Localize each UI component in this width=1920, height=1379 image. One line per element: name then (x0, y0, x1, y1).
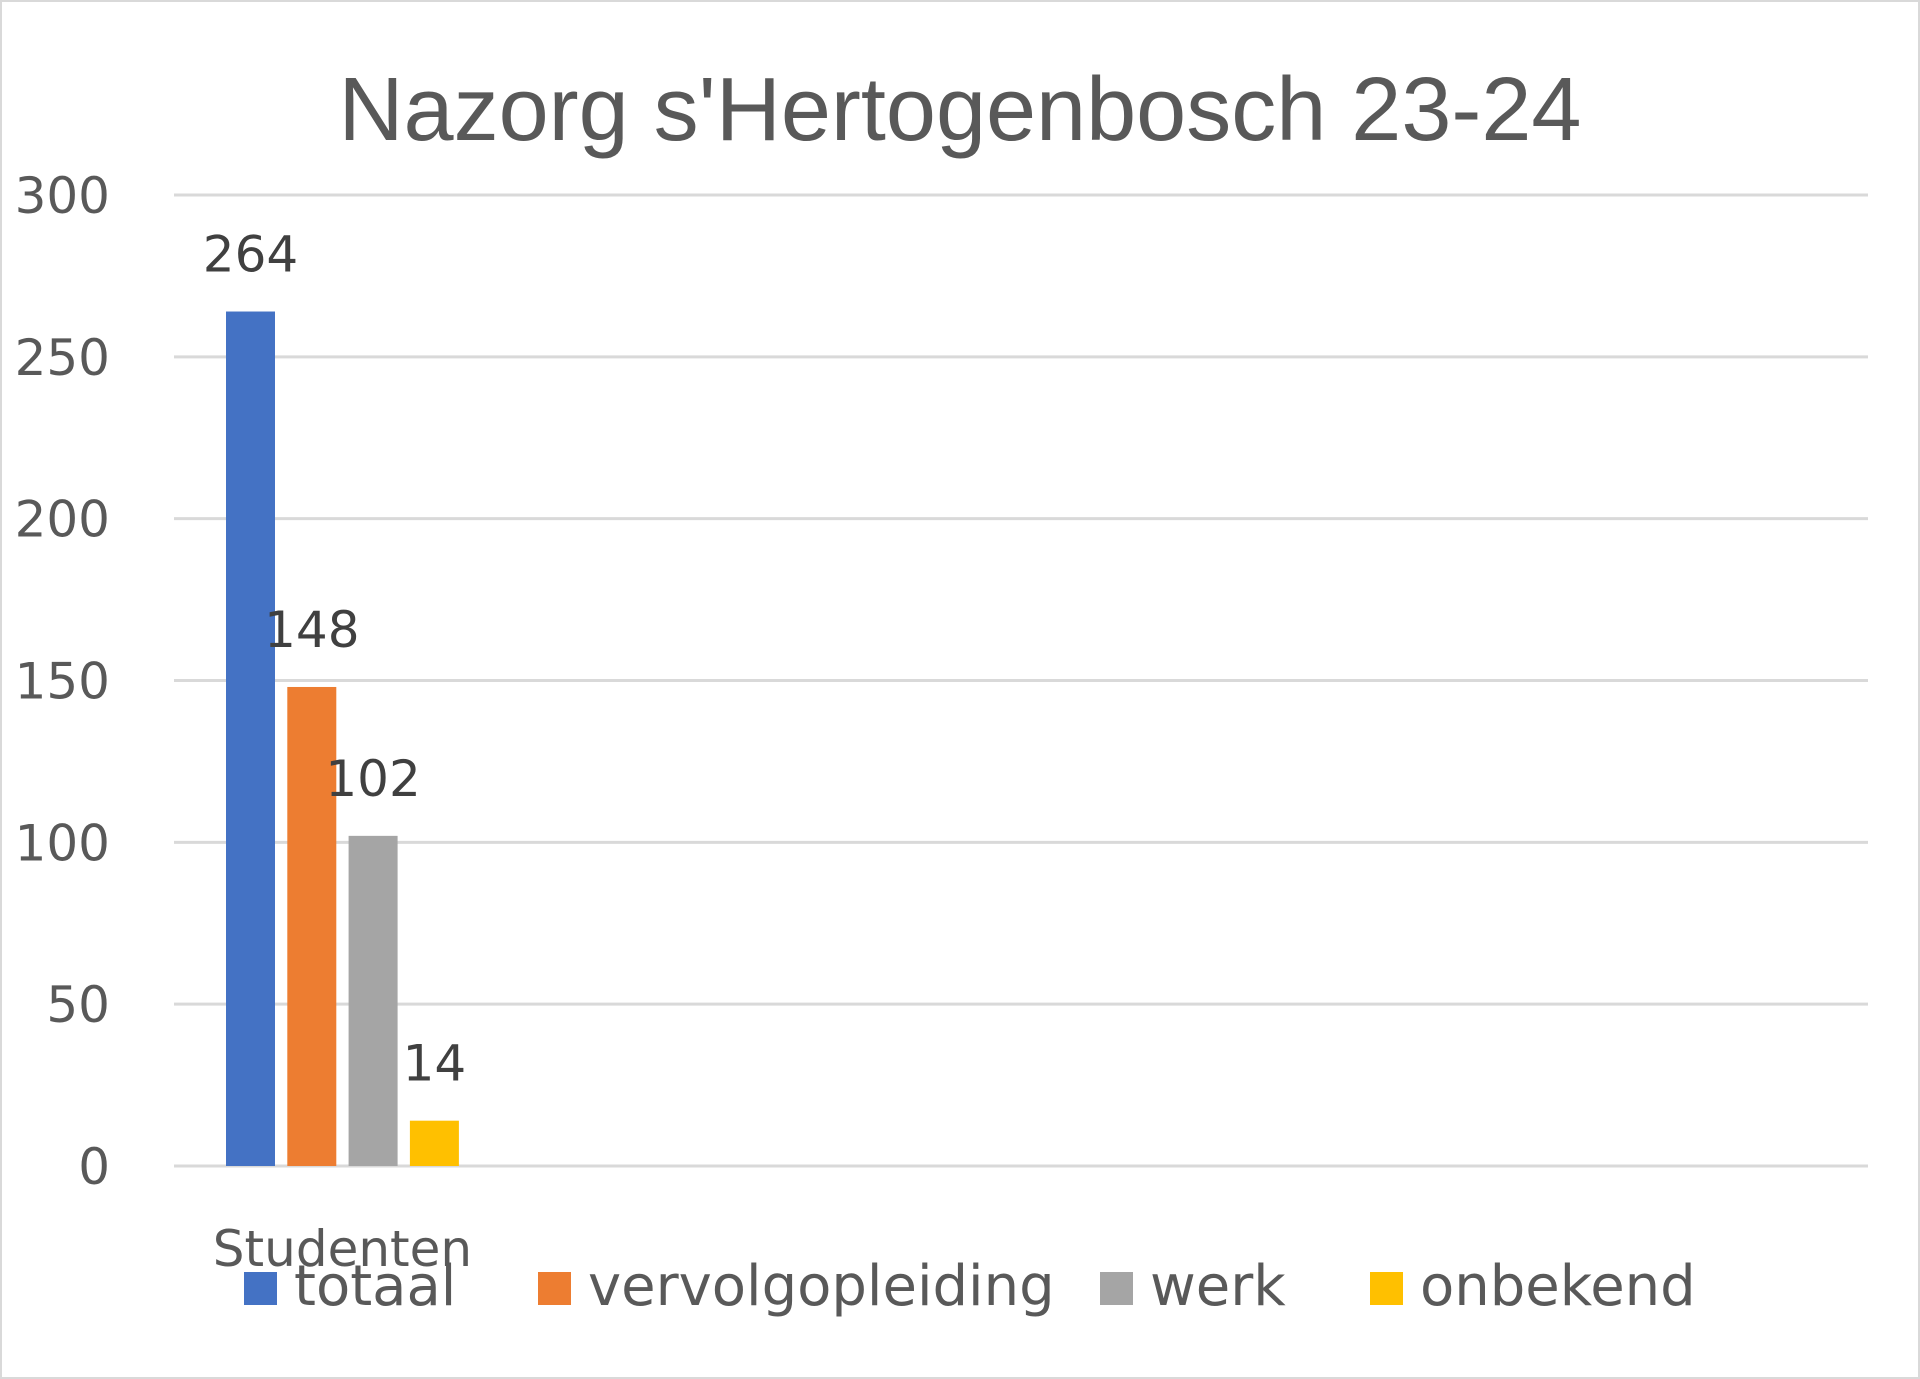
legend-swatch (1370, 1272, 1403, 1305)
legend-swatch (244, 1272, 277, 1305)
legend-label: werk (1150, 1254, 1286, 1319)
legend-swatch (538, 1272, 571, 1305)
legend-label: vervolgopleiding (588, 1254, 1055, 1319)
legend: totaal vervolgopleiding werk onbekend (244, 1254, 1696, 1319)
bar-vervolgopleiding (287, 686, 337, 1166)
y-tick-label: 300 (15, 167, 110, 225)
y-tick-label: 250 (15, 329, 110, 387)
y-tick-label: 100 (15, 814, 110, 872)
y-tick-label: 50 (46, 976, 110, 1034)
bar-totaal (226, 311, 275, 1166)
y-tick-label: 0 (78, 1138, 110, 1196)
data-label-werk: 102 (325, 750, 420, 808)
y-tick-label: 200 (15, 491, 110, 549)
y-tick-label: 150 (15, 653, 110, 711)
gridlines (174, 193, 1868, 1168)
legend-item-onbekend: onbekend (1370, 1254, 1696, 1319)
bars (226, 311, 459, 1166)
bar-onbekend (409, 1120, 459, 1166)
bar-werk (348, 835, 398, 1166)
legend-label: totaal (294, 1254, 456, 1319)
data-labels: 264 148 102 14 (203, 226, 466, 1093)
category-label: Studenten (213, 1220, 472, 1278)
data-label-vervolgopleiding: 148 (264, 601, 359, 659)
data-label-onbekend: 14 (403, 1035, 467, 1093)
legend-label: onbekend (1420, 1254, 1696, 1319)
legend-item-werk: werk (1100, 1254, 1286, 1319)
legend-item-vervolgopleiding: vervolgopleiding (538, 1254, 1055, 1319)
category-labels: Studenten (213, 1220, 472, 1278)
y-axis-tick-labels: 0 50 100 150 200 250 300 (15, 167, 110, 1196)
chart-title: Nazorg s'Hertogenbosch 23-24 (339, 60, 1582, 160)
legend-swatch (1100, 1272, 1133, 1305)
legend-item-totaal: totaal (244, 1254, 456, 1319)
data-label-totaal: 264 (203, 226, 298, 284)
